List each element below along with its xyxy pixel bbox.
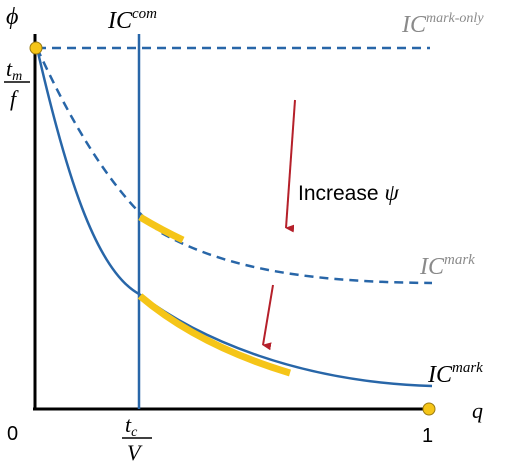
x-tick-numerator: tc	[125, 412, 138, 440]
origin-label: 0	[7, 423, 18, 445]
y-tick-denominator: f	[10, 86, 19, 111]
y-tick-numerator: tm	[6, 56, 22, 84]
ic-mark-solid-curve	[35, 47, 433, 388]
dot-bottom-right	[422, 402, 436, 416]
x-tick-denominator: V	[127, 440, 143, 465]
x-end-label: 1	[422, 425, 433, 447]
x-axis-symbol: q	[472, 398, 483, 423]
dot-top-left	[29, 41, 43, 55]
ic-com-label: ICcom	[107, 6, 157, 34]
ic-mark-only-label: ICmark-only	[401, 11, 484, 38]
ic-mark-upper-label: ICmark	[419, 252, 475, 280]
highlight-upper	[138, 213, 185, 244]
ic-mark-dashed-curve	[35, 47, 433, 285]
arrow-lower	[262, 284, 274, 351]
y-axis-symbol: ϕ	[6, 4, 18, 30]
highlight-lower	[137, 293, 292, 377]
ic-mark-lower-label: ICmark	[427, 360, 483, 388]
increase-psi-label: Increase ψ	[298, 180, 400, 205]
arrow-upper	[285, 99, 296, 233]
